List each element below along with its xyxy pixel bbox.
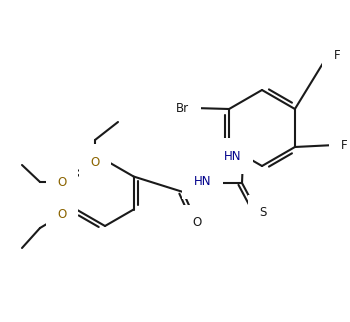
Text: F: F (334, 49, 341, 62)
Text: Br: Br (176, 101, 189, 115)
Text: HN: HN (224, 149, 241, 163)
Text: O: O (57, 175, 66, 188)
Text: F: F (341, 138, 348, 151)
Text: S: S (259, 206, 267, 220)
Text: O: O (193, 216, 202, 230)
Text: HN: HN (194, 175, 211, 187)
Text: O: O (90, 156, 100, 168)
Text: O: O (57, 209, 66, 222)
